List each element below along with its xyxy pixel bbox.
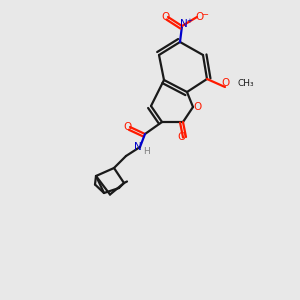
Text: CH₃: CH₃	[238, 79, 255, 88]
Text: O: O	[221, 78, 229, 88]
Text: O: O	[177, 132, 185, 142]
Text: O: O	[162, 12, 170, 22]
Text: +: +	[186, 18, 192, 24]
Text: O: O	[194, 102, 202, 112]
Text: N: N	[180, 19, 188, 29]
Text: O: O	[123, 122, 131, 132]
Text: H: H	[144, 148, 150, 157]
Text: O: O	[195, 12, 203, 22]
Text: −: −	[202, 11, 208, 20]
Text: N: N	[134, 142, 142, 152]
